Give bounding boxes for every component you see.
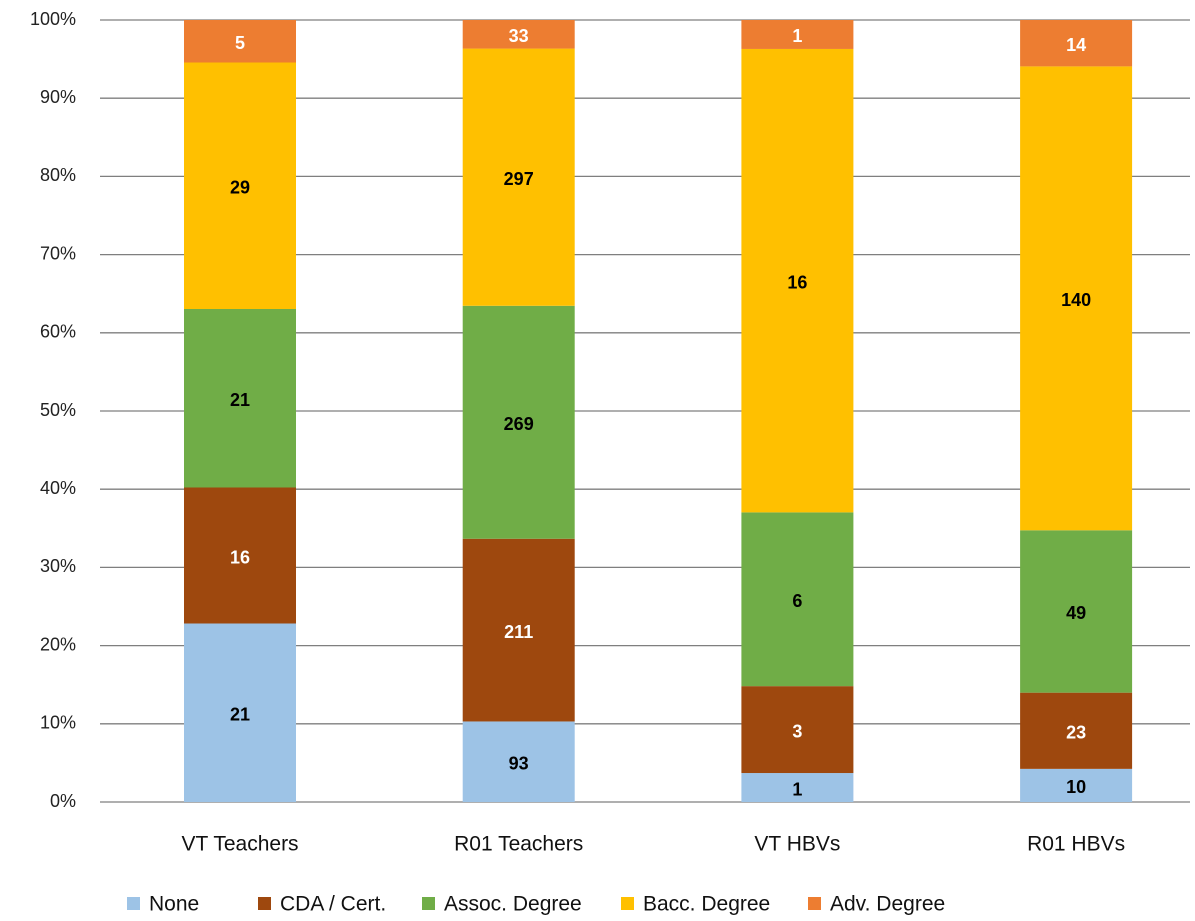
legend-swatch bbox=[258, 897, 271, 910]
legend-label: Adv. Degree bbox=[830, 893, 945, 916]
value-label: 3 bbox=[792, 721, 802, 741]
legend-swatch bbox=[808, 897, 821, 910]
value-label: 10 bbox=[1066, 777, 1086, 797]
bar-segment bbox=[741, 512, 854, 687]
y-tick-label: 0% bbox=[50, 791, 76, 811]
legend-swatch bbox=[127, 897, 140, 910]
y-tick-label: 70% bbox=[40, 243, 76, 263]
y-tick-label: 20% bbox=[40, 634, 76, 654]
y-tick-label: 90% bbox=[40, 87, 76, 107]
value-label: 6 bbox=[792, 591, 802, 611]
bar-segment bbox=[184, 487, 296, 624]
bar-segment bbox=[462, 305, 575, 539]
legend-label: None bbox=[149, 893, 199, 916]
legend-swatch bbox=[422, 897, 435, 910]
value-label: 269 bbox=[504, 414, 534, 434]
bar-segment bbox=[462, 721, 575, 802]
value-label: 140 bbox=[1061, 290, 1091, 310]
x-tick-label: VT HBVs bbox=[754, 833, 840, 856]
y-tick-label: 10% bbox=[40, 713, 76, 733]
bar-segment bbox=[741, 48, 854, 513]
y-tick-label: 40% bbox=[40, 478, 76, 498]
legend-label: Assoc. Degree bbox=[444, 893, 582, 916]
y-tick-label: 50% bbox=[40, 400, 76, 420]
legend-label: CDA / Cert. bbox=[280, 893, 386, 916]
bar-segment bbox=[1020, 768, 1133, 802]
bar-segment bbox=[184, 623, 296, 802]
bar-segment bbox=[184, 309, 296, 488]
bar-segment bbox=[184, 20, 296, 63]
bar-segment bbox=[462, 538, 575, 722]
bar-segment bbox=[1020, 20, 1133, 67]
y-tick-label: 60% bbox=[40, 322, 76, 342]
bar-segment bbox=[1020, 66, 1133, 531]
value-label: 49 bbox=[1066, 603, 1086, 623]
bar-segment bbox=[1020, 692, 1133, 769]
legend-swatch bbox=[621, 897, 634, 910]
y-tick-label: 100% bbox=[30, 9, 76, 29]
value-label: 33 bbox=[509, 26, 529, 46]
bar-segment bbox=[184, 62, 296, 309]
value-label: 16 bbox=[230, 547, 250, 567]
value-label: 297 bbox=[504, 169, 534, 189]
value-label: 1 bbox=[792, 779, 802, 799]
value-label: 1 bbox=[792, 26, 802, 46]
legend-label: Bacc. Degree bbox=[643, 893, 770, 916]
y-tick-label: 80% bbox=[40, 165, 76, 185]
value-label: 23 bbox=[1066, 723, 1086, 743]
value-label: 93 bbox=[509, 753, 529, 773]
value-label: 14 bbox=[1066, 35, 1086, 55]
bar-segment bbox=[462, 48, 575, 306]
value-label: 5 bbox=[235, 33, 245, 53]
value-label: 21 bbox=[230, 705, 250, 725]
bar-segment bbox=[741, 20, 854, 49]
value-label: 21 bbox=[230, 390, 250, 410]
x-tick-label: R01 HBVs bbox=[1027, 833, 1125, 856]
value-label: 211 bbox=[504, 622, 533, 642]
value-label: 29 bbox=[230, 178, 250, 198]
y-tick-label: 30% bbox=[40, 556, 76, 576]
bar-segment bbox=[462, 20, 575, 49]
value-label: 16 bbox=[787, 272, 807, 292]
x-tick-label: R01 Teachers bbox=[454, 833, 583, 856]
bar-segment bbox=[741, 686, 854, 774]
x-tick-label: VT Teachers bbox=[181, 833, 298, 856]
bar-segment bbox=[1020, 530, 1133, 693]
bar-segment bbox=[741, 773, 854, 802]
